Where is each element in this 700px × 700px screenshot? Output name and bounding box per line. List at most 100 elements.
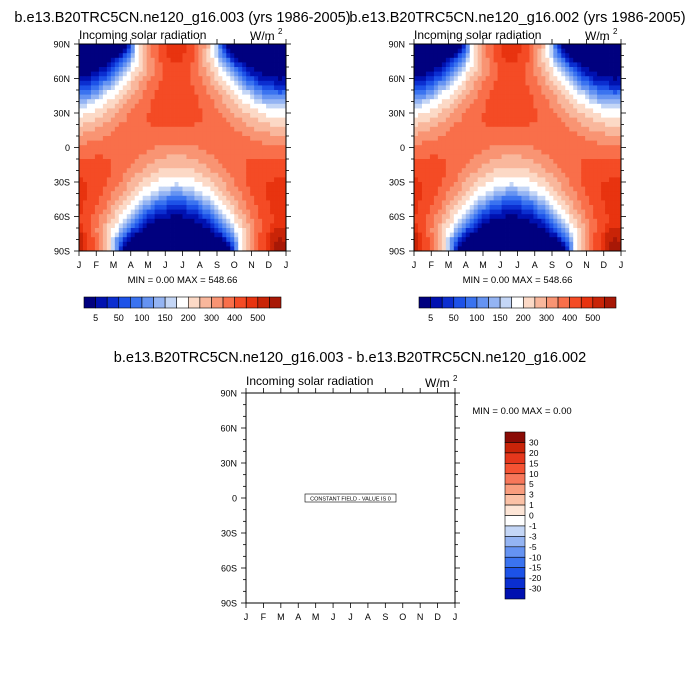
heatmap-cell <box>138 90 144 95</box>
heatmap-cell <box>226 149 231 155</box>
heatmap-cell <box>421 209 427 215</box>
heatmap-cell <box>417 182 423 187</box>
heatmap-cell <box>278 159 283 164</box>
heatmap-cell <box>166 99 171 105</box>
heatmap-cell <box>110 71 116 77</box>
heatmap-cell <box>146 182 152 187</box>
heatmap-cell <box>489 71 495 77</box>
heatmap-cell <box>118 48 124 54</box>
heatmap-cell <box>174 186 179 192</box>
heatmap-cell <box>521 76 526 82</box>
heatmap-cell <box>513 163 518 169</box>
heatmap-cell <box>250 205 255 210</box>
heatmap-cell <box>262 223 267 229</box>
heatmap-cell <box>477 214 483 220</box>
heatmap-cell <box>517 237 522 243</box>
heatmap-cell <box>497 99 502 105</box>
heatmap-cell <box>146 209 152 215</box>
heatmap-cell <box>190 113 195 118</box>
heatmap-cell <box>469 209 475 215</box>
heatmap-cell <box>214 94 219 100</box>
colorbar-box <box>418 296 431 309</box>
heatmap-cell <box>573 57 578 63</box>
heatmap-cell <box>270 85 275 91</box>
heatmap-cell <box>214 90 219 95</box>
heatmap-cell <box>130 62 136 68</box>
heatmap-cell <box>449 163 455 169</box>
heatmap-cell <box>421 154 427 160</box>
heatmap-cell <box>258 53 263 59</box>
heatmap-cell <box>270 223 275 229</box>
heatmap-cell <box>433 186 439 192</box>
heatmap-cell <box>254 246 259 252</box>
heatmap-cell <box>461 103 467 109</box>
heatmap-cell <box>593 44 598 49</box>
heatmap-cell <box>146 223 152 229</box>
heatmap-cell <box>154 218 160 224</box>
heatmap-cell <box>425 136 431 141</box>
heatmap-cell <box>417 85 423 91</box>
colorbar-box <box>476 296 489 309</box>
heatmap-cell <box>262 76 267 82</box>
heatmap-cell <box>453 177 459 183</box>
heatmap-cell <box>246 108 251 114</box>
heatmap-cell <box>230 205 235 210</box>
heatmap-cell <box>521 99 526 105</box>
heatmap-cell <box>449 136 455 141</box>
heatmap-cell <box>509 80 514 86</box>
heatmap-cell <box>278 168 283 174</box>
heatmap-cell <box>601 44 606 49</box>
heatmap-cell <box>421 44 427 49</box>
heatmap-cell <box>469 71 475 77</box>
heatmap-cell <box>170 48 175 54</box>
heatmap-cell <box>577 90 582 95</box>
heatmap-cell <box>274 145 279 151</box>
heatmap-cell <box>114 103 120 109</box>
heatmap-cell <box>437 154 443 160</box>
heatmap-cell <box>493 149 498 155</box>
heatmap-cell <box>122 48 128 54</box>
heatmap-cell <box>258 168 263 174</box>
heatmap-cell <box>421 99 427 105</box>
heatmap-cell <box>206 195 211 201</box>
heatmap-cell <box>194 246 199 252</box>
heatmap-cell <box>138 131 144 137</box>
heatmap-cell <box>585 94 590 100</box>
heatmap-cell <box>274 99 279 105</box>
heatmap-cell <box>453 149 459 155</box>
heatmap-cell <box>477 108 483 114</box>
heatmap-cell <box>282 85 287 91</box>
heatmap-cell <box>465 48 471 54</box>
heatmap-cell <box>134 44 140 49</box>
heatmap-cell <box>174 80 179 86</box>
heatmap-cell <box>481 122 487 128</box>
heatmap-cell <box>230 53 235 59</box>
heatmap-cell <box>242 113 247 118</box>
heatmap-cell <box>453 182 459 187</box>
heatmap-cell <box>461 80 467 86</box>
heatmap-cell <box>250 90 255 95</box>
heatmap-cell <box>457 223 463 229</box>
heatmap-cell <box>545 232 550 238</box>
heatmap-cell <box>90 126 96 132</box>
heatmap-cell <box>529 57 534 63</box>
heatmap-cell <box>146 159 152 164</box>
heatmap-cell <box>561 232 566 238</box>
heatmap-cell <box>521 48 526 54</box>
heatmap-cell <box>218 191 223 197</box>
heatmap-cell <box>118 223 124 229</box>
heatmap-cell <box>254 191 259 197</box>
heatmap-cell <box>218 186 223 192</box>
heatmap-cell <box>517 214 522 220</box>
heatmap-cell <box>489 191 495 197</box>
heatmap-cell <box>425 218 431 224</box>
heatmap-cell <box>429 67 435 72</box>
heatmap-cell <box>142 191 148 197</box>
heatmap-cell <box>170 94 175 100</box>
heatmap-cell <box>206 168 211 174</box>
heatmap-cell <box>234 246 239 252</box>
heatmap-cell <box>222 122 227 128</box>
heatmap-cell <box>457 218 463 224</box>
heatmap-cell <box>234 168 239 174</box>
heatmap-cell <box>258 126 263 132</box>
